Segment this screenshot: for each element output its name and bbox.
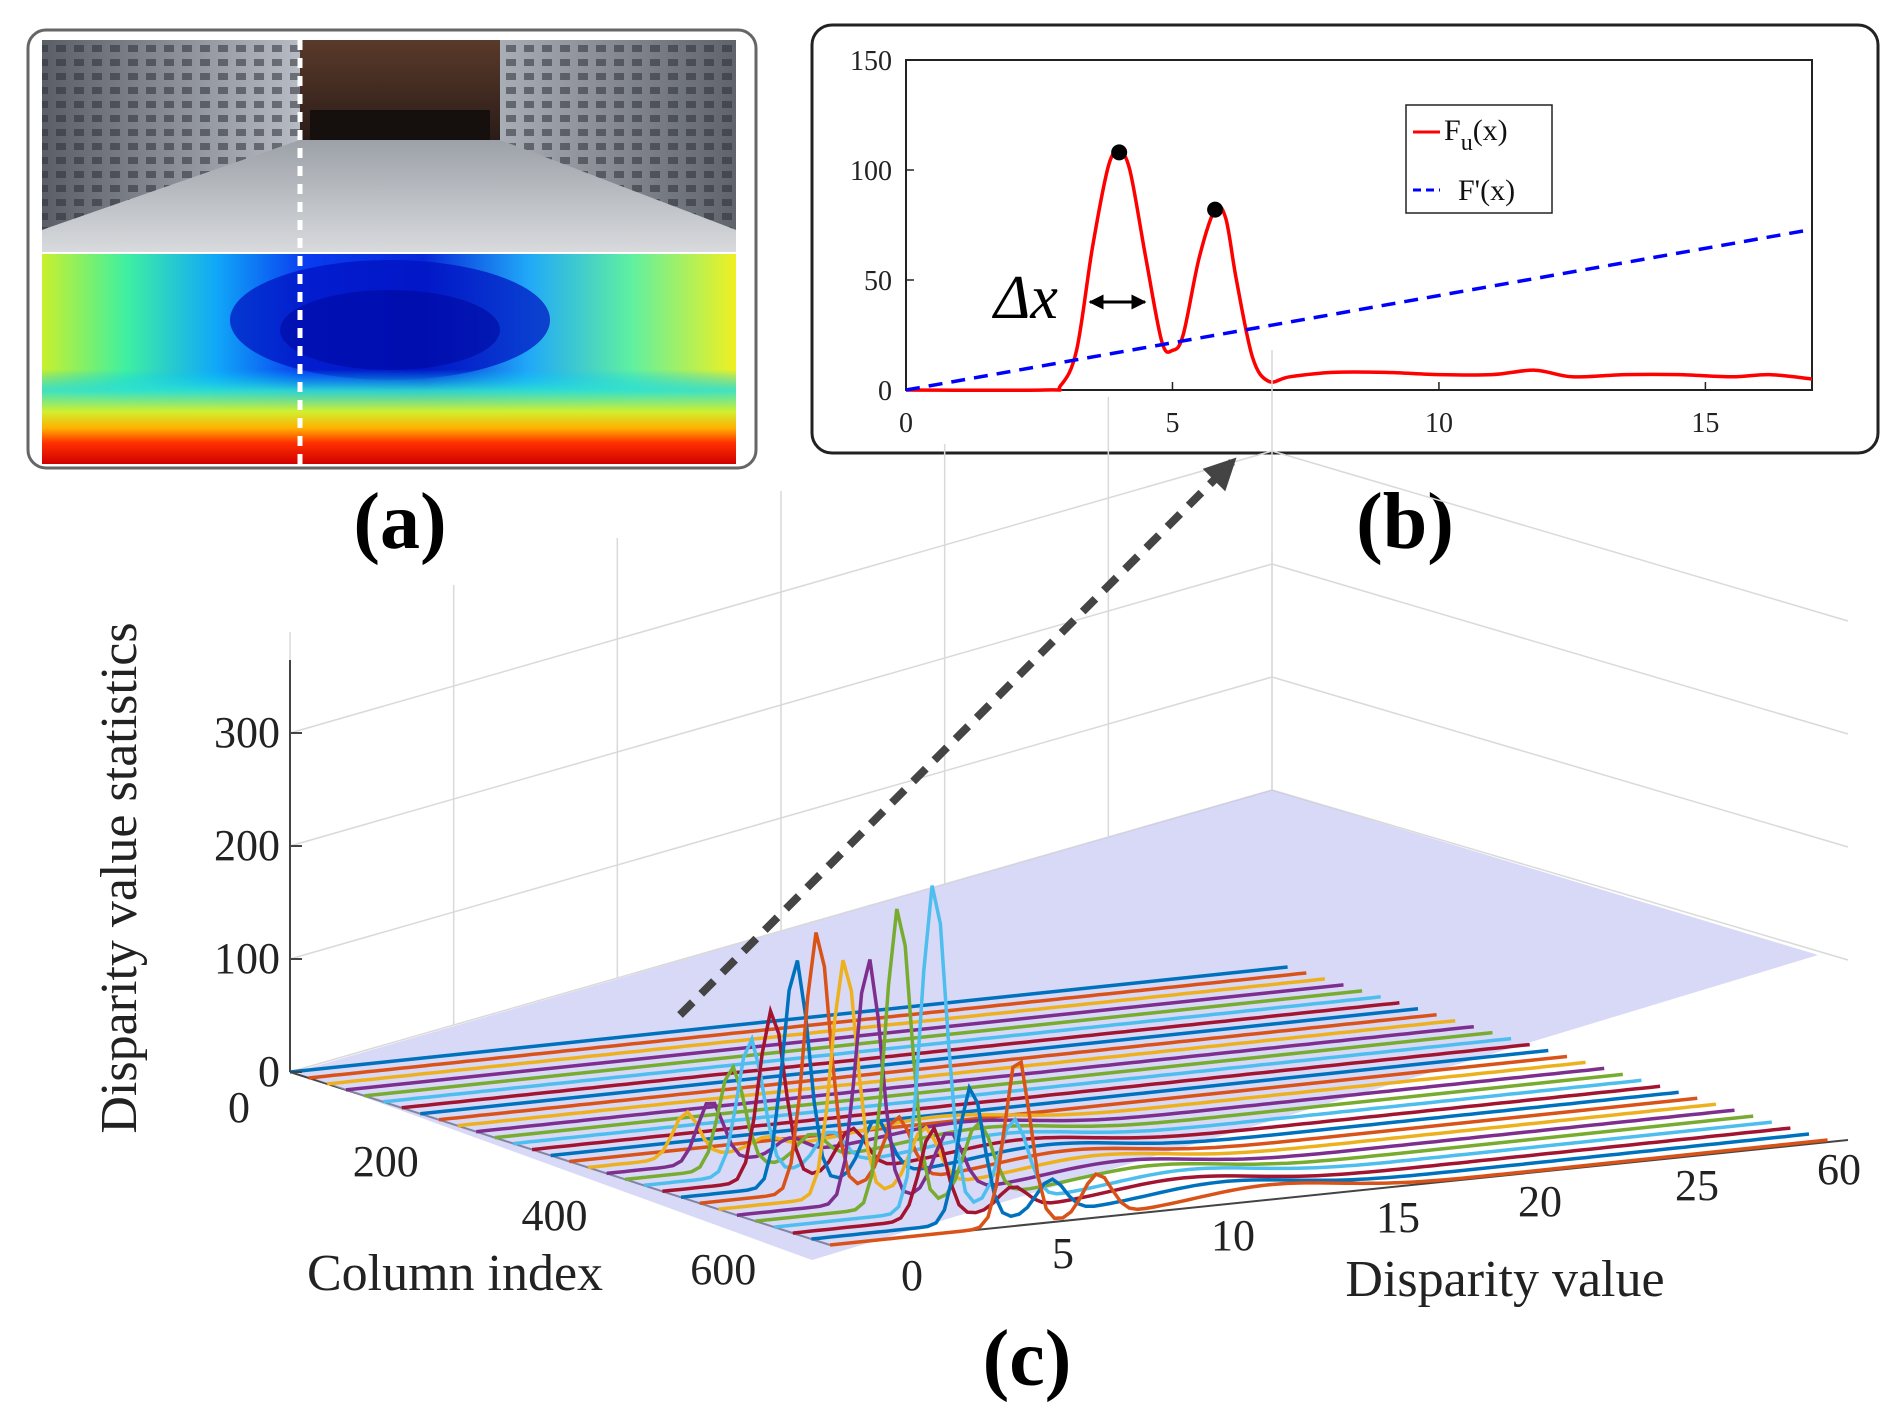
- c-grid-line: [289, 450, 1273, 734]
- c-grid-line: [1271, 563, 1849, 735]
- b-y-tick-label: 100: [850, 156, 892, 187]
- c-disp-axis: [829, 1139, 1849, 1246]
- panel-label-a: (a): [353, 478, 446, 566]
- c-disp-tick-label: 5: [1052, 1229, 1074, 1278]
- c-grid-line: [1271, 450, 1849, 622]
- c-z-tick-label: 0: [258, 1047, 280, 1096]
- c-series-line: [662, 1004, 1661, 1194]
- legend-fu-suffix: (x): [1473, 114, 1508, 147]
- c-grid-line: [289, 789, 1273, 1073]
- c-disp-tick-label: 20: [1518, 1177, 1562, 1226]
- c-series-line: [327, 977, 1326, 1086]
- c-series-line: [569, 1054, 1568, 1164]
- b-x-tick-label: 15: [1691, 408, 1719, 439]
- c-series-line: [755, 908, 1754, 1223]
- delta-x-label: Δx: [991, 264, 1058, 332]
- c-series-line: [531, 1042, 1530, 1152]
- panel-c-ticks: 0 100 200 300 0 200 400 600 0 5 10 15 20 25 60: [214, 708, 1861, 1300]
- c-series-line: [773, 885, 1772, 1229]
- legend-fu-name: F: [1444, 114, 1461, 147]
- x-axis-label: Disparity value: [1345, 1251, 1664, 1308]
- c-series-line: [494, 1030, 1493, 1140]
- fprime-line: [905, 227, 1813, 392]
- fu-curve: [905, 150, 1813, 393]
- c-col-tick-label: 0: [228, 1083, 250, 1132]
- c-col-tick-label: 400: [522, 1191, 588, 1240]
- z-axis-label: Disparity value statistics: [91, 622, 148, 1133]
- peak-marker: [1111, 144, 1128, 161]
- legend-fu-subscript: u: [1461, 130, 1473, 156]
- c-z-tick-label: 300: [214, 708, 280, 757]
- c-series-line: [643, 1034, 1642, 1188]
- panel-b-legend: Fu(x) F'(x): [1405, 104, 1553, 214]
- link-arrow: [677, 457, 1237, 1018]
- threshold-plane: [295, 790, 1818, 1260]
- c-grid-line: [1271, 676, 1849, 848]
- disparity-map: [42, 254, 736, 464]
- c-series-line: [364, 989, 1363, 1098]
- c-series-line: [289, 965, 1288, 1074]
- panel-label-c: (c): [983, 1315, 1072, 1403]
- legend-label-fu: Fu(x): [1444, 114, 1508, 156]
- c-disp-tick-label: 25: [1675, 1161, 1719, 1210]
- panel-c-series: [289, 885, 1828, 1247]
- c-series-line: [345, 983, 1344, 1092]
- c-col-tick-label: 600: [690, 1245, 756, 1294]
- c-series-line: [438, 1012, 1437, 1122]
- b-y-tick-label: 150: [850, 46, 892, 77]
- peak-marker: [1207, 201, 1224, 218]
- b-x-tick-label: 10: [1425, 408, 1453, 439]
- c-disp-tick-label: 60: [1817, 1145, 1861, 1194]
- c-series-line: [513, 1036, 1512, 1146]
- c-z-tick-label: 100: [214, 934, 280, 983]
- c-series-line: [811, 1083, 1810, 1241]
- c-disp-tick-label: 0: [901, 1251, 923, 1300]
- b-x-tick-label: 5: [1165, 408, 1179, 439]
- corridor-photo: [42, 40, 736, 252]
- panel-b-plot-area: [905, 59, 1813, 391]
- c-series-line: [699, 932, 1698, 1205]
- c-series-line: [829, 1059, 1828, 1247]
- c-series-line: [401, 1001, 1400, 1110]
- c-disp-tick-label: 15: [1376, 1193, 1420, 1242]
- legend-label-fprime: F'(x): [1458, 174, 1515, 207]
- c-grid-line: [289, 676, 1273, 960]
- c-grid-line: [289, 563, 1273, 847]
- c-series-line: [550, 1048, 1549, 1158]
- c-z-tick-label: 200: [214, 821, 280, 870]
- c-series-line: [476, 1024, 1474, 1134]
- panel-a: [26, 28, 758, 470]
- c-col-tick-label: 200: [353, 1137, 419, 1186]
- b-y-tick-label: 0: [878, 376, 892, 407]
- c-series-line: [457, 1018, 1456, 1128]
- y-axis-label: Column index: [307, 1245, 603, 1302]
- panel-label-b: (b): [1356, 478, 1454, 566]
- c-disp-tick-label: 10: [1211, 1211, 1255, 1260]
- c-grid-line: [1271, 789, 1849, 961]
- b-y-tick-label: 50: [864, 266, 892, 297]
- b-x-tick-label: 0: [899, 408, 913, 439]
- c-series-line: [718, 959, 1717, 1211]
- panel-b-lines: [905, 144, 1813, 393]
- c-series-line: [792, 1124, 1791, 1235]
